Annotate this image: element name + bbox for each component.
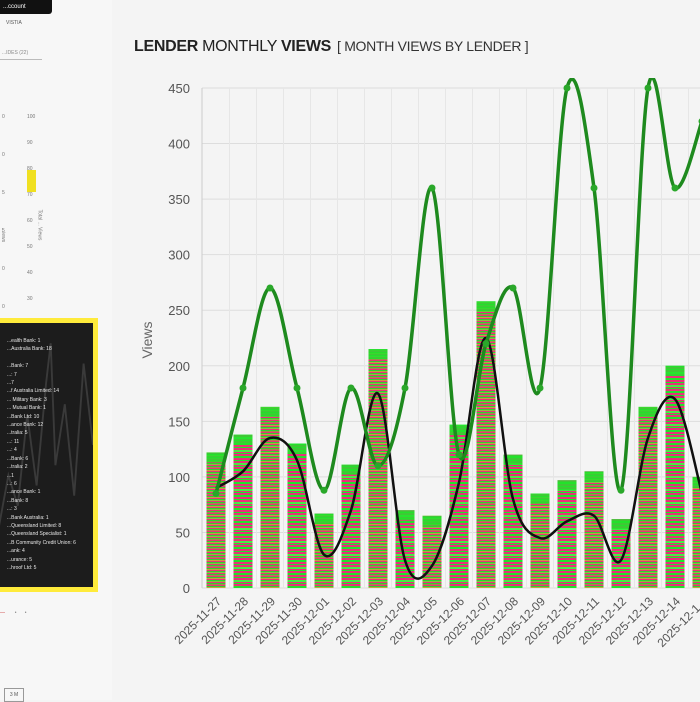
bar: [261, 407, 280, 588]
bar-cap: [531, 494, 550, 504]
y-tick-label: 250: [168, 303, 190, 318]
bar: [315, 514, 334, 588]
y-tick-label: 150: [168, 414, 190, 429]
y-tick-label: 350: [168, 192, 190, 207]
bar-cap: [423, 516, 442, 526]
bar-cap: [369, 349, 388, 359]
line-point: [267, 285, 274, 292]
line-point: [321, 487, 328, 494]
bar-cap: [585, 471, 604, 481]
bar-cap: [477, 301, 496, 311]
line-point: [564, 85, 571, 92]
line-point: [483, 340, 490, 347]
line-point: [375, 462, 382, 469]
bar-cap: [234, 435, 253, 445]
y-tick-label: 50: [176, 525, 190, 540]
bar-cap: [315, 514, 334, 524]
y-tick-label: 450: [168, 81, 190, 96]
line-point: [213, 490, 220, 497]
line-point: [294, 385, 301, 392]
y-tick-label: 300: [168, 248, 190, 263]
y-axis: 0 50 100 150 200 250 300 350 400 450: [168, 81, 190, 596]
line-point: [510, 285, 517, 292]
bar-cap: [666, 366, 685, 376]
line-point: [645, 85, 652, 92]
bar-cap: [558, 480, 577, 490]
bar-cap: [261, 407, 280, 417]
y-tick-label: 100: [168, 470, 190, 485]
bar-cap: [612, 519, 631, 529]
bar-cap: [450, 425, 469, 435]
bar: [558, 480, 577, 588]
bar: [639, 407, 658, 588]
bar-cap: [639, 407, 658, 417]
line-point: [591, 185, 598, 192]
line-point: [240, 385, 247, 392]
line-point: [429, 185, 436, 192]
bar: [234, 435, 253, 588]
bar: [612, 519, 631, 588]
line-point: [348, 385, 355, 392]
y-tick-label: 0: [183, 581, 190, 596]
bar: [693, 477, 700, 588]
y-tick-label: 400: [168, 137, 190, 152]
line-point: [618, 487, 625, 494]
line-point: [402, 385, 409, 392]
y-axis-label: Views: [139, 321, 155, 358]
bar: [288, 444, 307, 588]
line-point: [456, 451, 463, 458]
line-point: [672, 185, 679, 192]
line-point: [537, 385, 544, 392]
x-axis: 2025-11-272025-11-282025-11-292025-11-30…: [171, 594, 700, 650]
bar: [531, 494, 550, 588]
y-tick-label: 200: [168, 359, 190, 374]
